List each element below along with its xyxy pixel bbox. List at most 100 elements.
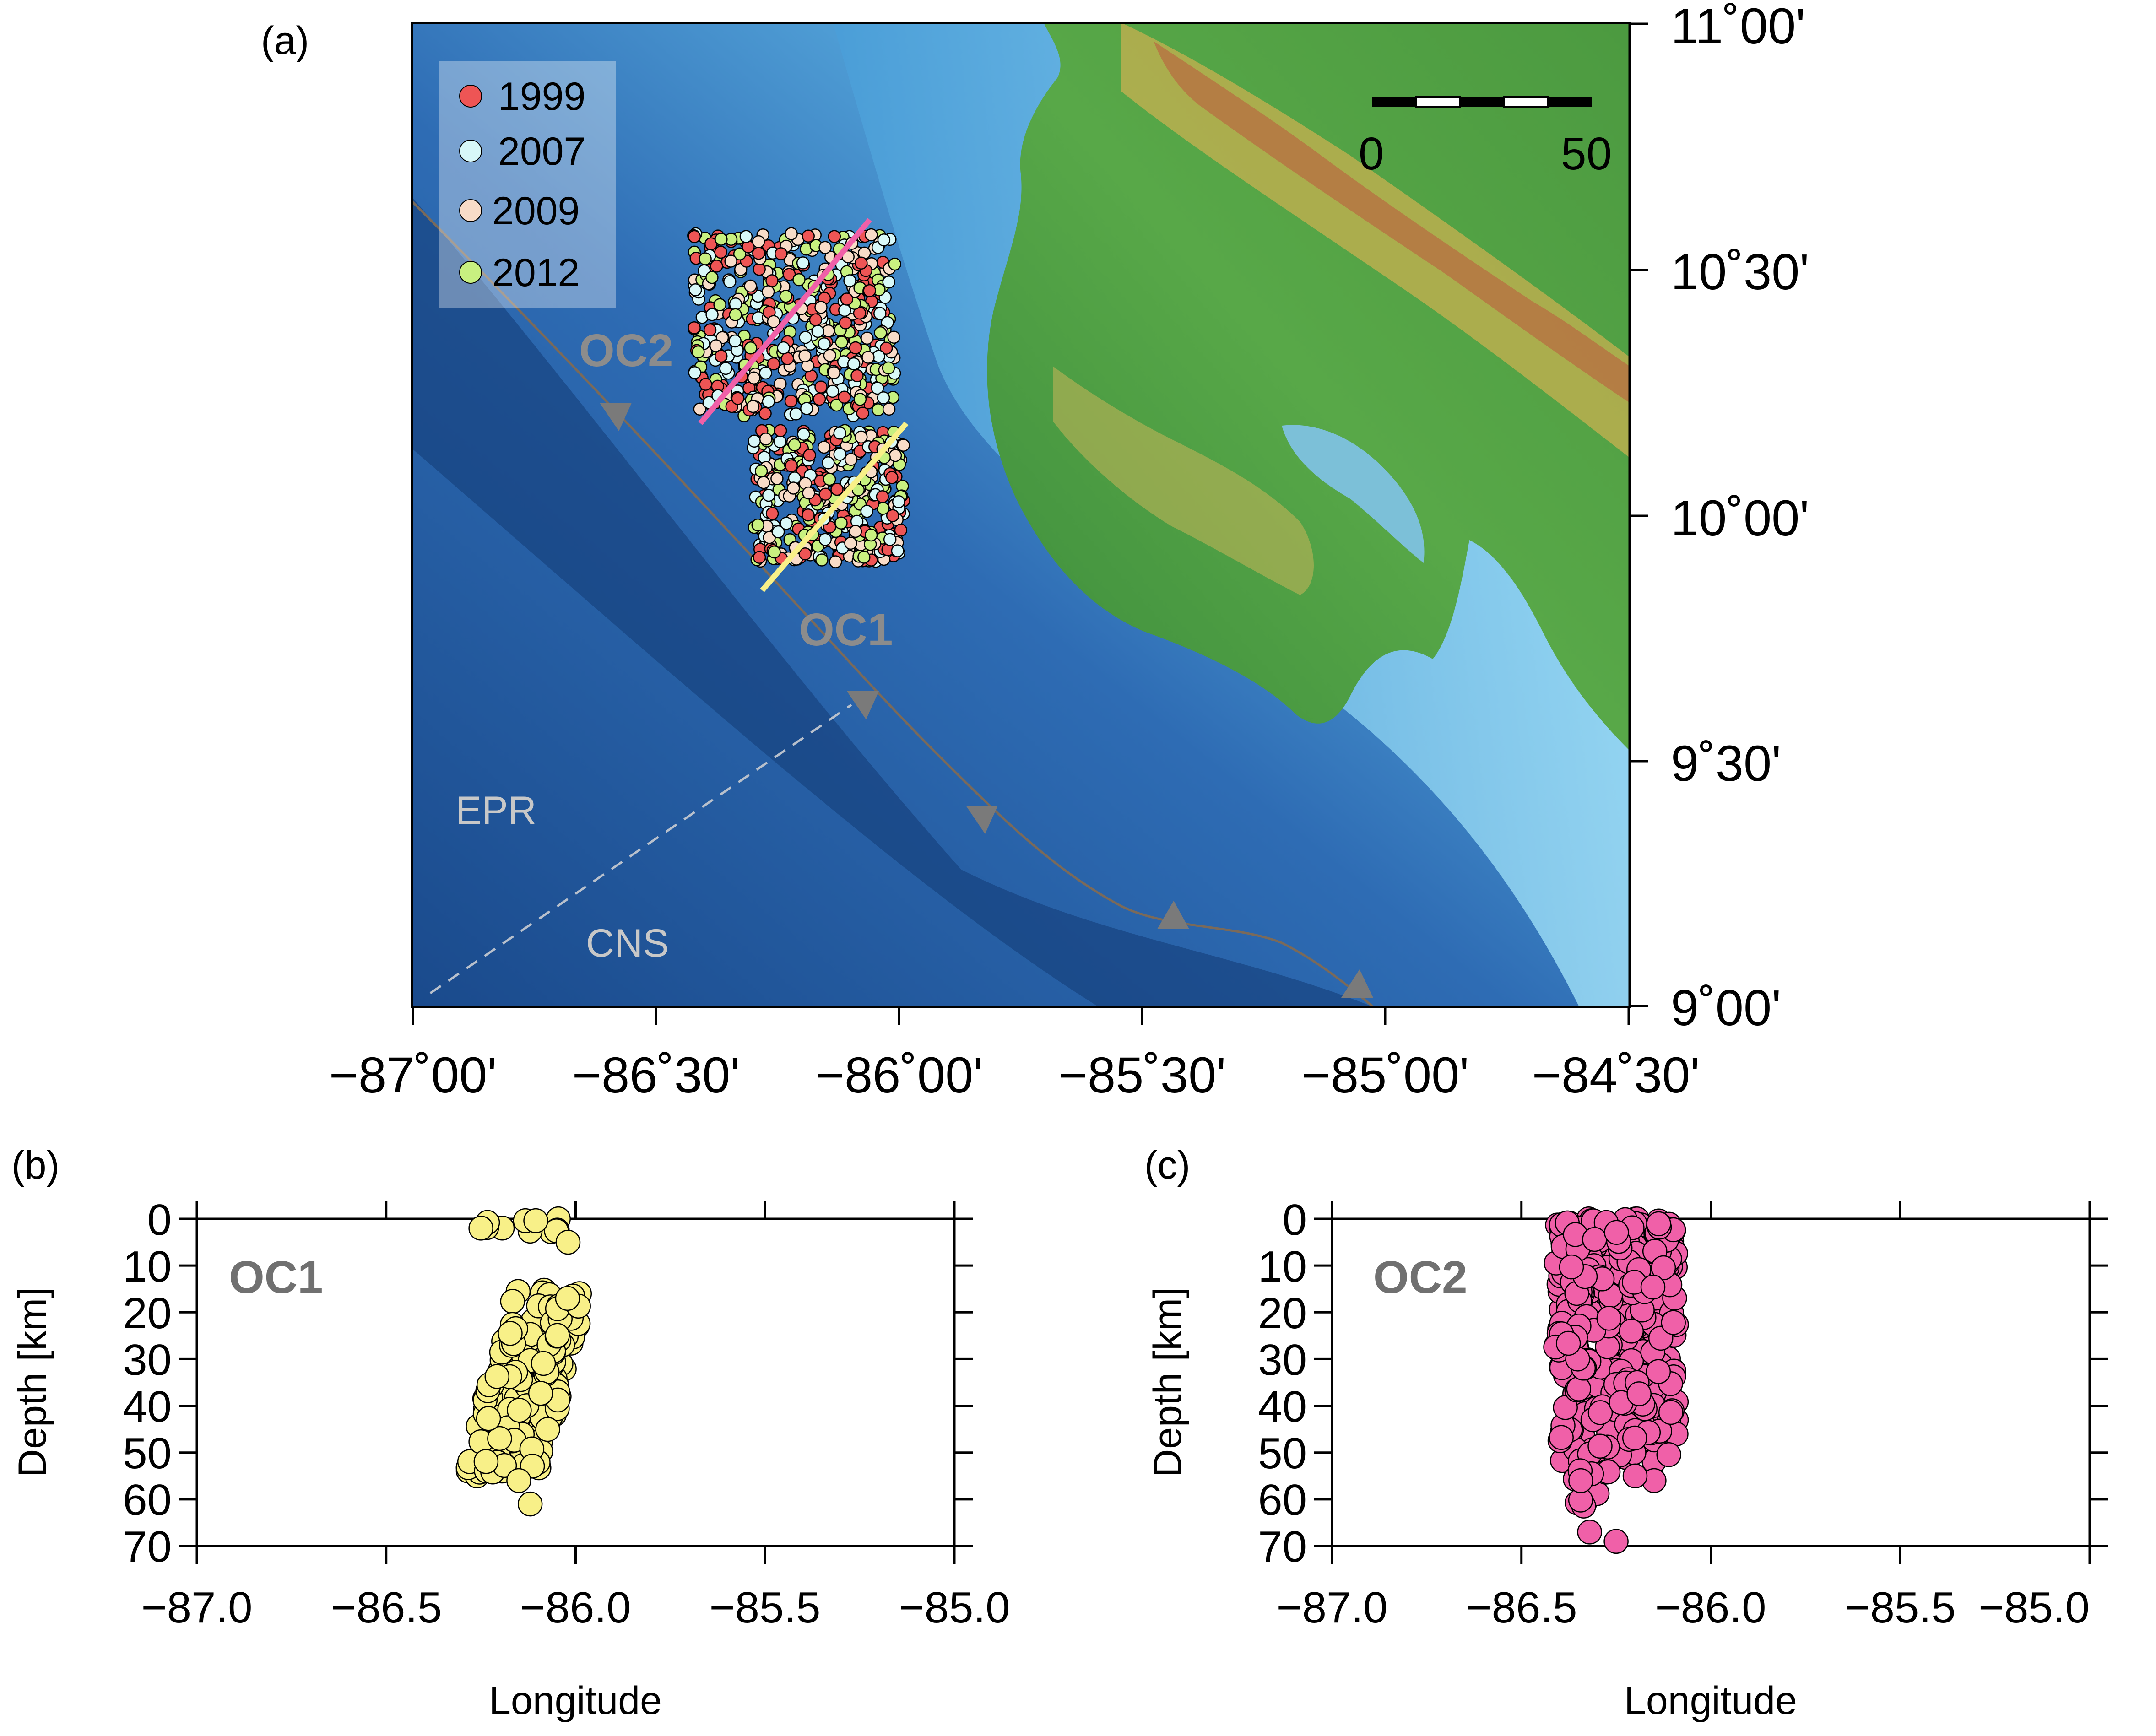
ytick-label: 0 [147, 1195, 172, 1244]
depth-point [1656, 1442, 1681, 1467]
earthquake-event [710, 260, 723, 273]
earthquake-event [788, 438, 801, 452]
depth-point [1646, 1359, 1671, 1384]
earthquake-event [744, 279, 757, 293]
scale-bar: 0 50 [1359, 96, 1612, 179]
legend-item: 2007 [459, 130, 585, 173]
earthquake-event [818, 337, 831, 351]
depth-point [507, 1397, 532, 1423]
scatter-points-b [455, 1206, 592, 1517]
earthquake-event [856, 406, 869, 420]
earthquake-event [798, 349, 812, 362]
mountain-peaks [1154, 41, 1630, 403]
xtick-label: −86.5 [1466, 1583, 1577, 1632]
ytick-label: 10 [1258, 1242, 1307, 1291]
earthquake-event [693, 402, 707, 416]
earthquake-event [833, 448, 846, 461]
ytick-label: 20 [1258, 1289, 1307, 1338]
earthquake-event [759, 432, 773, 446]
earthquake-event [817, 440, 831, 454]
earthquake-event [882, 402, 896, 416]
earthquake-event [724, 254, 737, 268]
nicoya-hills [1053, 366, 1314, 595]
earthquake-event [844, 453, 858, 466]
earthquake-event [814, 380, 828, 394]
map: 1999 2007 2009 2012 [412, 23, 1630, 1007]
earthquake-event [762, 488, 775, 502]
earthquake-event [757, 476, 770, 489]
earthquake-event [823, 349, 837, 362]
depth-point [500, 1289, 525, 1314]
earthquake-event [699, 378, 712, 391]
earthquake-event [853, 393, 867, 406]
earthquake-event [771, 525, 785, 539]
earthquake-event [855, 256, 868, 270]
earthquake-event [871, 381, 884, 395]
label-oc1: OC1 [799, 604, 893, 655]
earthquake-event [792, 273, 806, 287]
earthquake-event [830, 398, 843, 412]
legend-marker-2007 [459, 140, 482, 162]
earthquake-event [705, 270, 719, 284]
profile-line-oc1 [760, 422, 909, 592]
earthquake-event [761, 285, 775, 298]
label-epr: EPR [455, 789, 536, 833]
earthquake-event [774, 424, 787, 438]
label-oc2: OC2 [579, 325, 673, 376]
earthquake-event [767, 357, 780, 371]
legend: 1999 2007 2009 2012 [439, 61, 616, 308]
depth-point [545, 1323, 570, 1348]
depth-point [528, 1381, 553, 1406]
earthquake-event [849, 341, 862, 355]
xtick-label: −87.0 [1277, 1583, 1388, 1632]
earthquake-event [714, 245, 727, 259]
earthquake-event [840, 292, 854, 306]
earthquake-event [892, 495, 905, 508]
depth-point [1646, 1211, 1671, 1237]
ytick-label: 0 [1283, 1195, 1307, 1244]
earthquake-event [759, 366, 772, 380]
depth-point [468, 1216, 493, 1241]
earthquake-event [803, 449, 816, 462]
lon-tick-label: −87˚00' [329, 1047, 497, 1103]
earthquake-event [877, 391, 890, 405]
ytick-label: 40 [1258, 1382, 1307, 1431]
legend-marker-2009 [459, 199, 482, 222]
earthquake-event [728, 334, 742, 348]
depth-point [1559, 1254, 1584, 1280]
scatter-points-c [1543, 1206, 1689, 1554]
earthquake-event [802, 229, 815, 243]
legend-label-1999: 1999 [498, 75, 585, 119]
earthquake-event [751, 518, 764, 532]
earthquake-event [844, 536, 857, 550]
earthquake-event [857, 551, 871, 564]
earthquake-event [865, 228, 878, 242]
earthquake-event [835, 335, 848, 349]
earthquake-event [744, 341, 758, 355]
ytick-label: 60 [123, 1476, 172, 1525]
lon-tick-label: −84˚30' [1532, 1047, 1700, 1103]
trench-triangle [600, 403, 632, 431]
ytick-label: 50 [1258, 1429, 1307, 1478]
earthquake-event [784, 395, 798, 408]
earthquake-event [877, 233, 891, 247]
axis-ticks-c [1314, 1201, 2108, 1564]
earthquake-event [818, 241, 832, 254]
legend-marker-1999 [459, 85, 482, 108]
earthquake-event [796, 256, 810, 270]
legend-label-2009: 2009 [492, 189, 580, 233]
depth-point [473, 1449, 499, 1474]
plot-area-b [195, 1217, 956, 1547]
ytick-label: 10 [123, 1242, 172, 1291]
earthquake-event [789, 407, 803, 421]
legend-label-2012: 2012 [492, 251, 580, 295]
earthquake-event [688, 321, 701, 335]
depth-point [1566, 1376, 1592, 1401]
scale-bar-start: 0 [1359, 128, 1384, 179]
depth-point [484, 1364, 510, 1389]
depth-point [535, 1417, 560, 1442]
earthquake-event [800, 402, 813, 415]
depth-point [1587, 1400, 1613, 1425]
trench-triangle [966, 806, 998, 834]
earthquake-event [888, 257, 901, 271]
